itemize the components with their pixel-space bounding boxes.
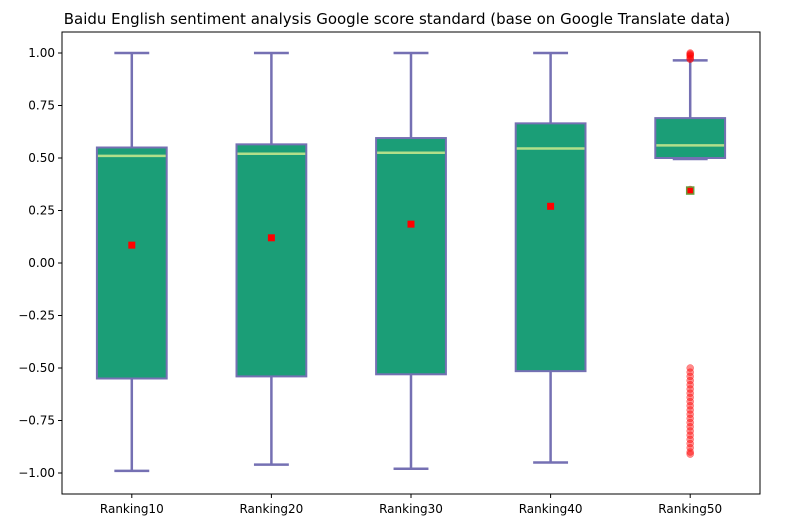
outlier-point bbox=[686, 444, 694, 452]
mean-marker bbox=[267, 234, 275, 242]
box bbox=[654, 117, 727, 159]
x-tick-label: Ranking10 bbox=[100, 502, 164, 516]
box bbox=[235, 143, 308, 378]
y-tick-label: 0.25 bbox=[28, 204, 55, 218]
outlier-point bbox=[686, 385, 694, 393]
outlier-point bbox=[686, 418, 694, 427]
outlier-point bbox=[686, 450, 694, 458]
outlier-point bbox=[686, 435, 694, 444]
y-tick-label: −0.25 bbox=[18, 309, 55, 323]
y-tick-label: −0.75 bbox=[18, 414, 55, 428]
outlier-point bbox=[686, 381, 694, 389]
chart-title: Baidu English sentiment analysis Google … bbox=[64, 10, 731, 28]
box bbox=[514, 122, 587, 373]
outlier-point bbox=[686, 406, 694, 414]
outlier-point bbox=[686, 410, 694, 418]
y-tick-label: −1.00 bbox=[18, 466, 55, 480]
outlier-point bbox=[686, 439, 694, 448]
y-tick-label: 0.50 bbox=[28, 151, 55, 165]
outlier-point bbox=[686, 368, 694, 376]
x-tick-label: Ranking20 bbox=[239, 502, 303, 516]
x-tick-label: Ranking40 bbox=[519, 502, 583, 516]
outlier-point bbox=[686, 414, 694, 423]
y-tick-label: 1.00 bbox=[28, 46, 55, 60]
y-tick-label: 0.00 bbox=[28, 256, 55, 270]
outlier-point bbox=[686, 389, 694, 397]
y-tick-label: 0.75 bbox=[28, 99, 55, 113]
box bbox=[95, 146, 168, 380]
box bbox=[375, 137, 447, 376]
outlier-point bbox=[686, 427, 694, 435]
mean-marker bbox=[685, 186, 695, 195]
mean-marker bbox=[547, 202, 555, 210]
mean-marker bbox=[128, 241, 136, 249]
y-tick-label: −0.50 bbox=[18, 361, 55, 375]
outlier-point bbox=[686, 448, 694, 456]
axes-frame bbox=[61, 31, 761, 495]
outlier-point bbox=[686, 372, 694, 381]
outlier-point bbox=[686, 52, 694, 60]
x-tick-label: Ranking50 bbox=[658, 502, 722, 516]
plot-area: −1.00 −0.75 −0.50 −0.25 0.00 0.25 0.50 0.75 1.00… bbox=[18, 46, 727, 516]
outlier-point bbox=[686, 364, 694, 372]
outlier-point bbox=[686, 393, 694, 402]
mean-marker bbox=[407, 220, 415, 228]
x-tick-label: Ranking30 bbox=[379, 502, 443, 516]
outlier-point bbox=[686, 431, 694, 439]
outlier-point bbox=[686, 397, 694, 406]
outlier-point bbox=[686, 402, 694, 410]
outlier-point bbox=[686, 423, 694, 431]
outlier-point bbox=[686, 55, 694, 64]
outlier-point bbox=[686, 376, 694, 385]
